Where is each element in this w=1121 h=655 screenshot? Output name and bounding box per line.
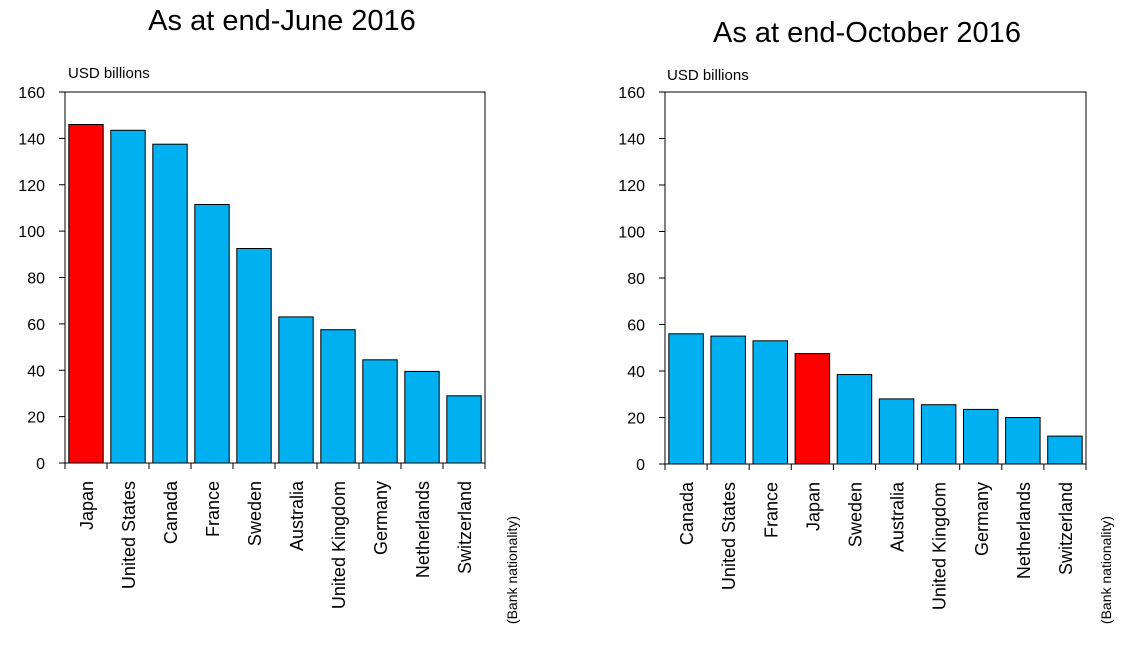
bar-canada bbox=[152, 143, 188, 464]
y-tick-label: 80 bbox=[27, 271, 45, 288]
bar-japan bbox=[794, 353, 831, 465]
chart-panel-october: As at end-October 2016 USD billions 0 20 4… bbox=[560, 0, 1121, 655]
x-tick-label: France bbox=[761, 482, 781, 538]
x-tick-label: Netherlands bbox=[1014, 482, 1034, 579]
y-tick-label: 100 bbox=[618, 225, 645, 242]
bar-united-kingdom bbox=[320, 329, 356, 464]
y-tick-label: 40 bbox=[27, 363, 45, 380]
bar-united-kingdom bbox=[920, 404, 957, 465]
x-tick-label: Sweden bbox=[245, 481, 265, 546]
bar-chart-october: As at end-October 2016 USD billions 0 20 4… bbox=[618, 17, 1114, 624]
bar-netherlands bbox=[1005, 417, 1041, 465]
y-tick-label: 80 bbox=[627, 271, 645, 288]
bar-australia bbox=[278, 316, 314, 464]
x-tick-label: United Kingdom bbox=[329, 481, 349, 609]
chart-title: As at end-June 2016 bbox=[148, 5, 416, 37]
y-tick-label: 0 bbox=[36, 456, 45, 473]
x-tick-label: Sweden bbox=[845, 482, 865, 547]
x-tick-label: Canada bbox=[161, 480, 181, 544]
bar-switzerland bbox=[446, 395, 482, 464]
y-axis-unit-label: USD billions bbox=[68, 65, 150, 82]
bar-france bbox=[194, 204, 230, 464]
chart-panel-june: As at end-June 2016 USD billions 0 20 40 60… bbox=[0, 0, 560, 655]
x-tick-label: Australia bbox=[287, 480, 307, 551]
y-tick-label: 100 bbox=[18, 224, 45, 241]
y-tick-label: 0 bbox=[636, 457, 645, 474]
x-tick-label: France bbox=[203, 481, 223, 537]
x-tick-label: Australia bbox=[888, 481, 908, 552]
x-tick-label: United States bbox=[119, 481, 139, 589]
y-tick-label: 160 bbox=[618, 85, 645, 102]
y-axis-unit-label: USD billions bbox=[667, 67, 749, 84]
x-tick-label: Switzerland bbox=[1056, 482, 1076, 575]
bar-germany bbox=[362, 359, 398, 464]
y-tick-label: 20 bbox=[627, 411, 645, 428]
y-tick-label: 120 bbox=[18, 178, 45, 195]
bar-japan bbox=[68, 124, 104, 464]
x-tick-label: Canada bbox=[677, 481, 697, 545]
bar-united-states bbox=[710, 335, 746, 465]
x-tick-label: Japan bbox=[77, 481, 97, 530]
bar-chart-june: As at end-June 2016 USD billions 0 20 40 60… bbox=[18, 5, 520, 624]
x-axis-note: (Bank nationality) bbox=[1098, 516, 1114, 624]
bar-sweden bbox=[836, 374, 873, 465]
bar-united-states bbox=[110, 129, 146, 464]
x-tick-label: Netherlands bbox=[413, 481, 433, 578]
x-tick-label: United Kingdom bbox=[930, 482, 950, 610]
x-tick-label: Germany bbox=[371, 481, 391, 555]
bar-france bbox=[752, 340, 788, 465]
y-tick-label: 160 bbox=[18, 85, 45, 102]
y-tick-label: 40 bbox=[627, 364, 645, 381]
bar-netherlands bbox=[404, 370, 440, 464]
x-axis-note: (Bank nationality) bbox=[504, 516, 520, 624]
bar-germany bbox=[963, 408, 999, 465]
y-tick-label: 140 bbox=[18, 131, 45, 148]
y-tick-label: 120 bbox=[618, 178, 645, 195]
y-tick-label: 140 bbox=[618, 132, 645, 149]
x-tick-label: Switzerland bbox=[455, 481, 475, 574]
x-tick-label: Japan bbox=[803, 482, 823, 531]
x-tick-label: United States bbox=[719, 482, 739, 590]
bar-australia bbox=[878, 398, 915, 465]
bar-switzerland bbox=[1047, 435, 1083, 465]
bar-sweden bbox=[236, 248, 272, 464]
bar-canada bbox=[668, 333, 704, 465]
x-tick-label: Germany bbox=[972, 482, 992, 556]
y-tick-label: 20 bbox=[27, 410, 45, 427]
chart-title: As at end-October 2016 bbox=[713, 17, 1021, 49]
y-tick-label: 60 bbox=[27, 317, 45, 334]
y-tick-label: 60 bbox=[627, 318, 645, 335]
